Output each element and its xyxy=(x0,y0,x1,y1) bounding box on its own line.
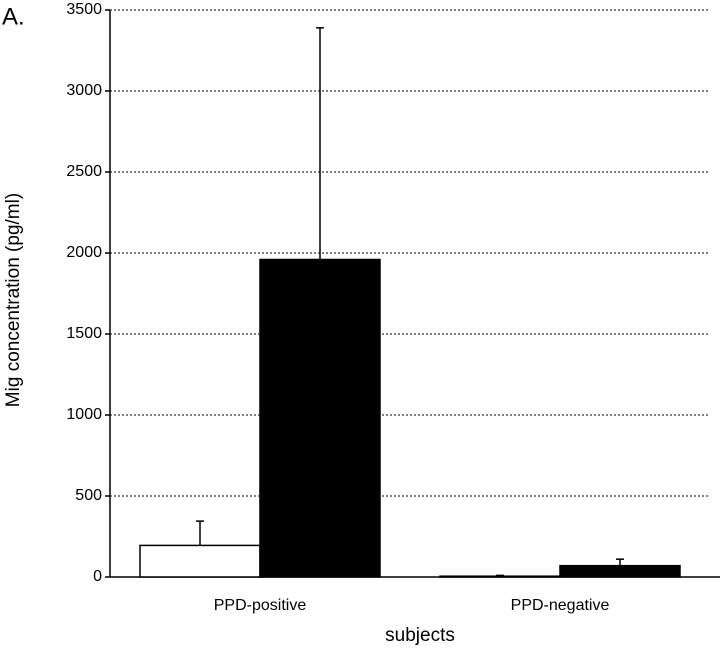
y-tick-label: 1500 xyxy=(66,325,102,342)
y-tick-label: 1000 xyxy=(66,406,102,423)
y-tick-label: 3000 xyxy=(66,82,102,99)
bar xyxy=(259,258,381,578)
y-tick-label: 500 xyxy=(75,487,102,504)
x-tick-label: PPD-negative xyxy=(511,597,610,614)
bar xyxy=(439,575,561,578)
bar xyxy=(559,564,681,578)
y-axis-label: Mig concentration (pg/ml) xyxy=(3,193,24,407)
y-tick-label: 2500 xyxy=(66,163,102,180)
x-axis-label: subjects xyxy=(385,625,455,646)
y-tick-label: 0 xyxy=(93,568,102,585)
y-tick-label: 3500 xyxy=(66,1,102,18)
bar xyxy=(139,544,261,578)
x-tick-label: PPD-positive xyxy=(214,597,307,614)
y-tick-label: 2000 xyxy=(66,244,102,261)
panel-label: A. xyxy=(2,3,25,30)
